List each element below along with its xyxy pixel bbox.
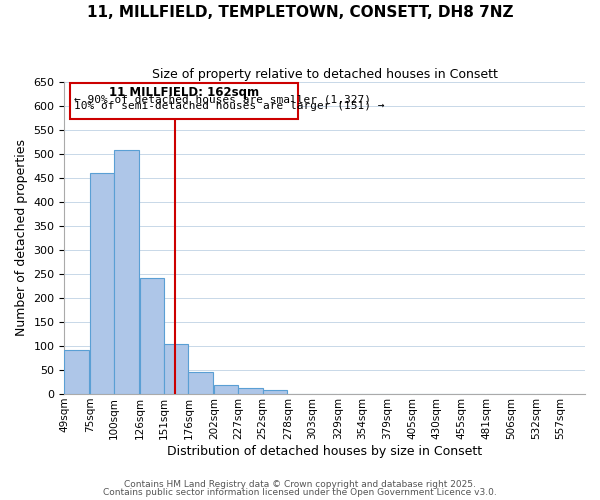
Text: ← 90% of detached houses are smaller (1,327): ← 90% of detached houses are smaller (1,… (74, 94, 371, 104)
Bar (64, 350, 89, 394)
Bar (114, 150, 139, 394)
Title: Size of property relative to detached houses in Consett: Size of property relative to detached ho… (152, 68, 497, 80)
Text: Contains HM Land Registry data © Crown copyright and database right 2025.: Contains HM Land Registry data © Crown c… (124, 480, 476, 489)
Bar (140, 278, 164, 394)
Bar (164, 344, 188, 394)
Bar (214, 385, 238, 394)
Bar (263, 390, 287, 394)
Text: 10% of semi-detached houses are larger (151) →: 10% of semi-detached houses are larger (… (74, 101, 385, 111)
X-axis label: Distribution of detached houses by size in Consett: Distribution of detached houses by size … (167, 444, 482, 458)
Bar (90, 173, 114, 394)
Text: 11 MILLFIELD: 162sqm: 11 MILLFIELD: 162sqm (109, 86, 259, 100)
Text: Contains public sector information licensed under the Open Government Licence v3: Contains public sector information licen… (103, 488, 497, 497)
Bar (188, 372, 213, 394)
Y-axis label: Number of detached properties: Number of detached properties (15, 140, 28, 336)
Bar (70, 82, 298, 119)
Text: 11, MILLFIELD, TEMPLETOWN, CONSETT, DH8 7NZ: 11, MILLFIELD, TEMPLETOWN, CONSETT, DH8 … (87, 5, 513, 20)
Bar (238, 388, 263, 394)
